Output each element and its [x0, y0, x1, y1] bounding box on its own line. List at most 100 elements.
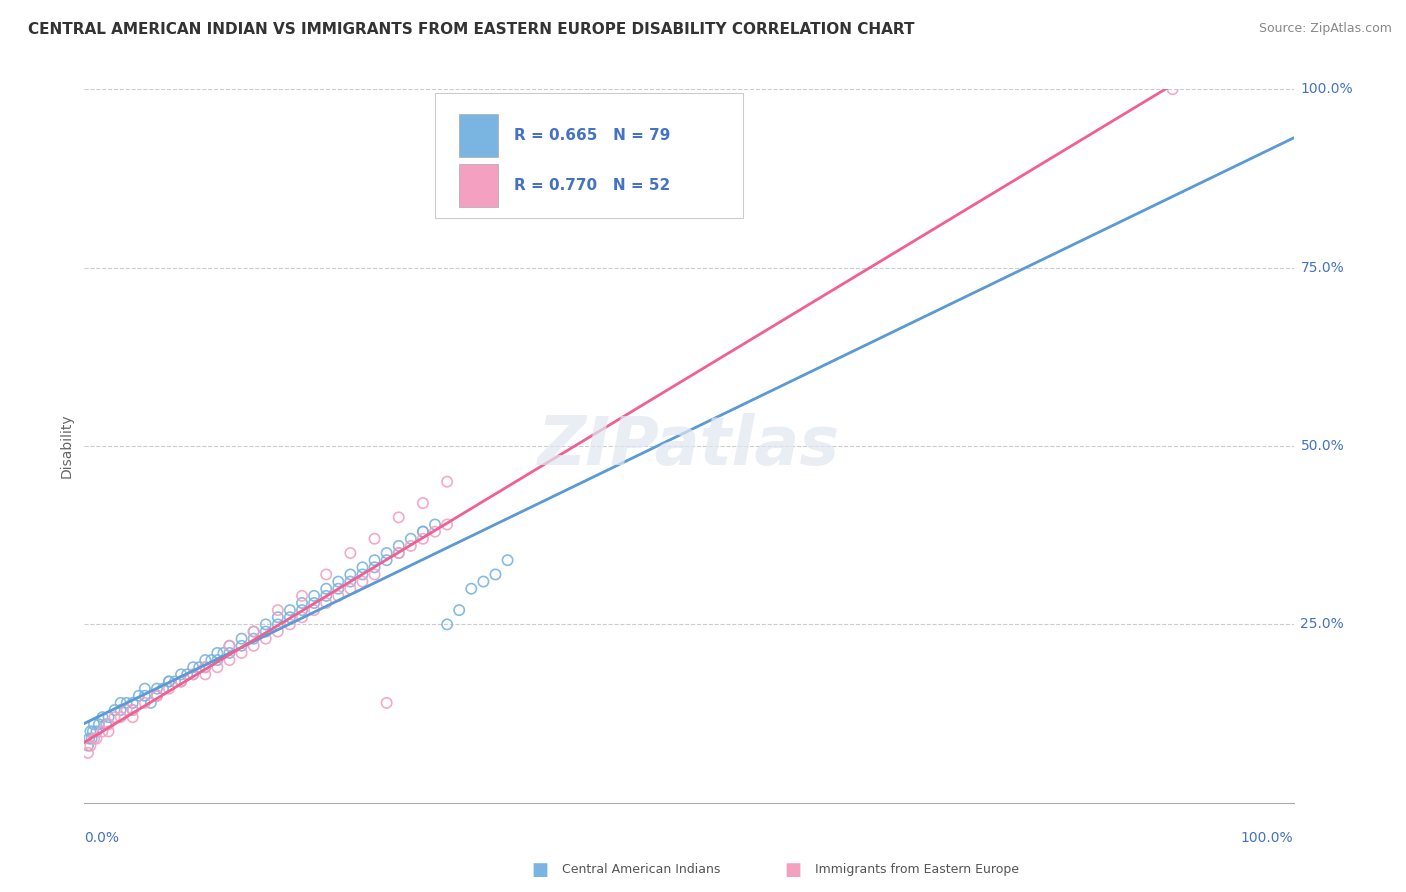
Point	[412, 524, 434, 539]
Point	[375, 553, 398, 567]
FancyBboxPatch shape	[434, 93, 744, 218]
Point	[176, 667, 198, 681]
Point	[328, 574, 350, 589]
Point	[146, 681, 169, 696]
Point	[278, 617, 301, 632]
Point	[157, 674, 180, 689]
Point	[1161, 82, 1184, 96]
Text: 75.0%: 75.0%	[1301, 260, 1344, 275]
Point	[121, 710, 143, 724]
Point	[79, 724, 101, 739]
Point	[218, 639, 240, 653]
Point	[267, 610, 290, 624]
Text: ■: ■	[785, 861, 801, 879]
Point	[181, 667, 204, 681]
Point	[128, 689, 150, 703]
Point	[170, 667, 193, 681]
Point	[121, 703, 143, 717]
Point	[97, 710, 120, 724]
Point	[315, 582, 337, 596]
Point	[231, 632, 253, 646]
Point	[363, 532, 385, 546]
Point	[291, 610, 314, 624]
Point	[207, 653, 229, 667]
Point	[302, 603, 325, 617]
Point	[254, 632, 277, 646]
Point	[188, 660, 211, 674]
Text: R = 0.770   N = 52: R = 0.770 N = 52	[513, 178, 669, 193]
Point	[242, 624, 264, 639]
Point	[352, 560, 374, 574]
Point	[115, 696, 138, 710]
Point	[267, 624, 290, 639]
Point	[399, 539, 422, 553]
Point	[388, 546, 411, 560]
Point	[231, 639, 253, 653]
Point	[363, 567, 385, 582]
Point	[423, 517, 446, 532]
Point	[139, 696, 162, 710]
Point	[77, 739, 100, 753]
Text: R = 0.665   N = 79: R = 0.665 N = 79	[513, 128, 671, 143]
Point	[181, 667, 204, 681]
Text: 0.0%: 0.0%	[84, 830, 120, 845]
Point	[302, 589, 325, 603]
Point	[352, 567, 374, 582]
Point	[436, 617, 458, 632]
Point	[83, 717, 105, 731]
Point	[170, 674, 193, 689]
Point	[242, 624, 264, 639]
Point	[399, 532, 422, 546]
Point	[146, 689, 169, 703]
Point	[363, 553, 385, 567]
Point	[436, 475, 458, 489]
Point	[315, 567, 337, 582]
Point	[181, 660, 204, 674]
Point	[110, 703, 132, 717]
FancyBboxPatch shape	[460, 114, 498, 157]
Point	[200, 653, 222, 667]
Point	[242, 639, 264, 653]
Point	[165, 674, 187, 689]
Point	[339, 546, 361, 560]
Text: 25.0%: 25.0%	[1301, 617, 1344, 632]
Point	[152, 681, 174, 696]
Point	[291, 603, 314, 617]
Point	[484, 567, 506, 582]
Text: 100.0%: 100.0%	[1301, 82, 1353, 96]
Point	[278, 603, 301, 617]
Point	[278, 610, 301, 624]
Point	[375, 696, 398, 710]
Text: Source: ZipAtlas.com: Source: ZipAtlas.com	[1258, 22, 1392, 36]
Y-axis label: Disability: Disability	[60, 414, 75, 478]
Point	[194, 667, 217, 681]
Point	[267, 617, 290, 632]
Point	[363, 560, 385, 574]
Point	[110, 696, 132, 710]
Point	[207, 660, 229, 674]
Point	[194, 660, 217, 674]
Point	[82, 724, 104, 739]
Point	[231, 646, 253, 660]
Point	[423, 524, 446, 539]
Point	[104, 703, 127, 717]
Point	[170, 674, 193, 689]
Point	[242, 632, 264, 646]
Point	[339, 567, 361, 582]
Point	[291, 596, 314, 610]
Point	[328, 589, 350, 603]
Point	[291, 589, 314, 603]
Point	[412, 532, 434, 546]
Point	[496, 553, 519, 567]
Point	[460, 582, 482, 596]
Point	[194, 653, 217, 667]
Point	[77, 746, 100, 760]
Text: Central American Indians: Central American Indians	[562, 863, 721, 876]
Point	[302, 596, 325, 610]
FancyBboxPatch shape	[460, 164, 498, 207]
Point	[315, 596, 337, 610]
Point	[412, 496, 434, 510]
Point	[388, 510, 411, 524]
Point	[436, 517, 458, 532]
Point	[134, 681, 156, 696]
